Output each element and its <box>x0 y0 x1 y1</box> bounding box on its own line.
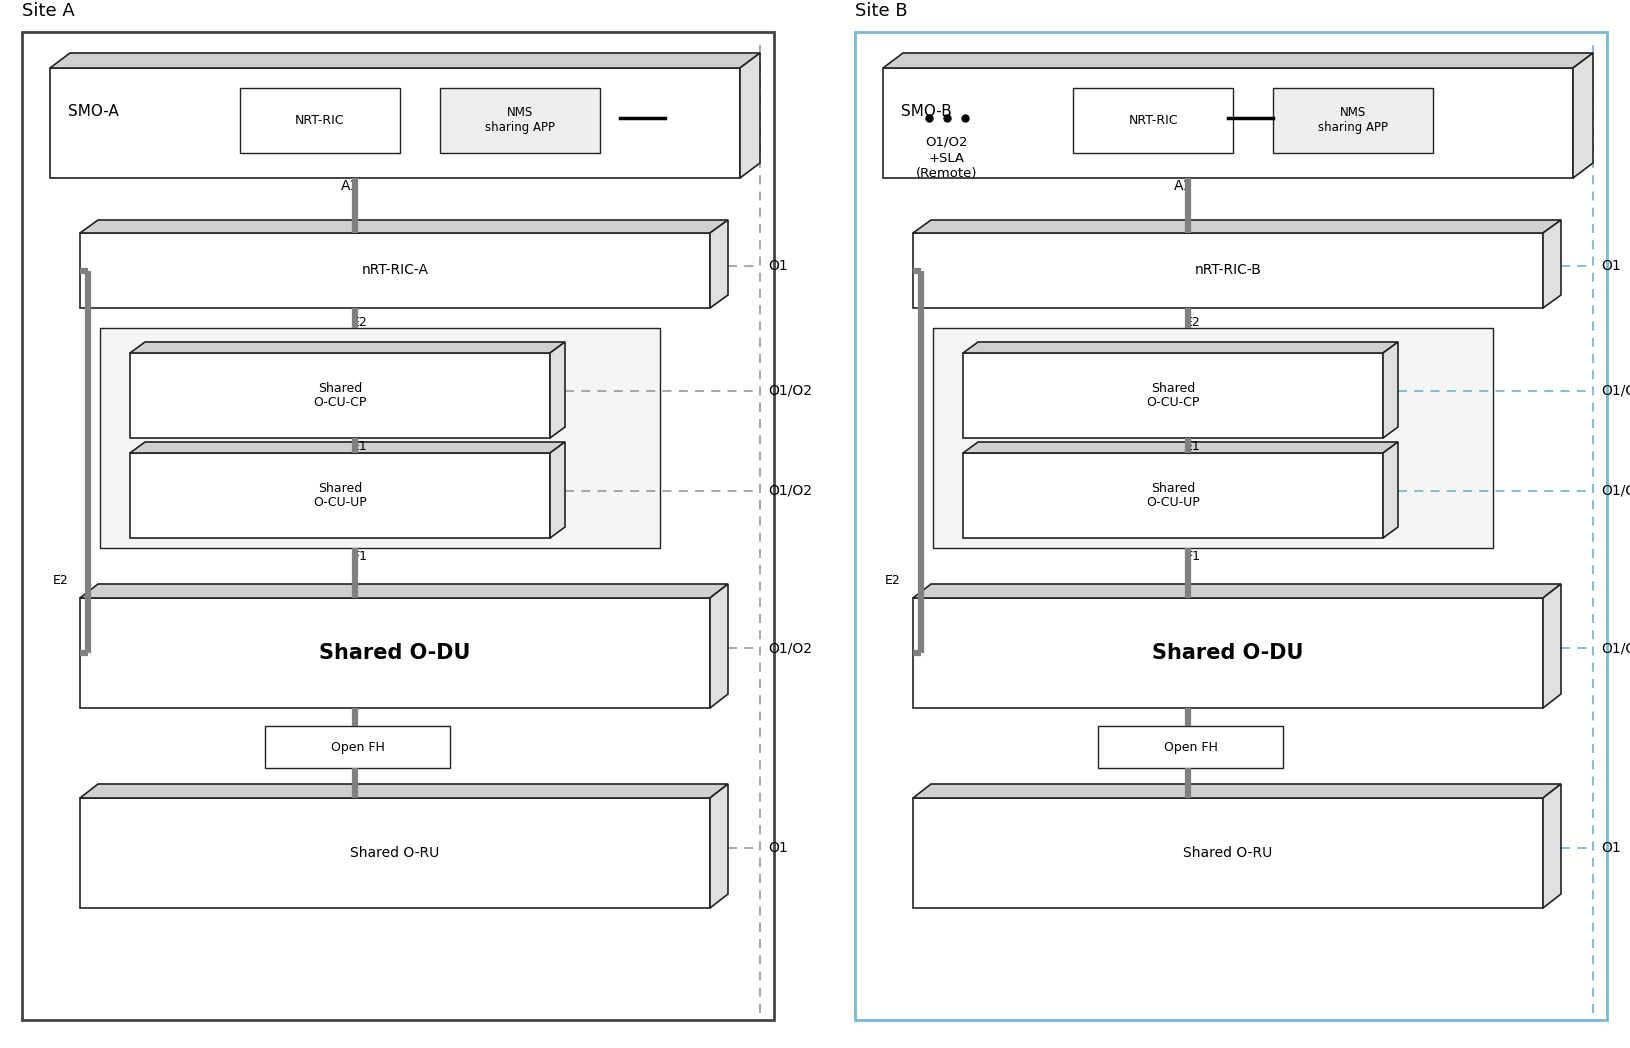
Text: F1: F1 <box>1185 549 1201 563</box>
Polygon shape <box>51 53 760 68</box>
Text: F1: F1 <box>352 549 367 563</box>
Text: SMO-A: SMO-A <box>68 105 119 119</box>
Polygon shape <box>740 53 760 178</box>
Text: Shared
O-CU-CP: Shared O-CU-CP <box>313 381 367 410</box>
Polygon shape <box>1544 584 1562 708</box>
Polygon shape <box>130 442 566 453</box>
Text: Shared O-DU: Shared O-DU <box>319 643 471 663</box>
Text: Shared
O-CU-CP: Shared O-CU-CP <box>1146 381 1200 410</box>
Polygon shape <box>80 584 729 598</box>
Bar <box>266 726 450 768</box>
Bar <box>130 453 549 538</box>
Polygon shape <box>913 784 1562 798</box>
Text: O1/O2: O1/O2 <box>768 384 812 397</box>
Bar <box>913 233 1544 308</box>
Text: NRT-RIC: NRT-RIC <box>1128 114 1178 127</box>
Text: E1: E1 <box>1185 439 1201 453</box>
Text: Site A: Site A <box>21 2 75 20</box>
Bar <box>856 32 1607 1020</box>
Text: NMS
sharing APP: NMS sharing APP <box>486 107 554 134</box>
Text: NMS
sharing APP: NMS sharing APP <box>1319 107 1389 134</box>
Polygon shape <box>549 342 566 438</box>
Text: Shared
O-CU-UP: Shared O-CU-UP <box>1146 481 1200 509</box>
Text: O1/O2: O1/O2 <box>768 483 812 498</box>
Polygon shape <box>1544 220 1562 308</box>
Text: O1: O1 <box>1601 840 1620 855</box>
Bar <box>913 798 1544 908</box>
Polygon shape <box>80 220 729 233</box>
Text: A1: A1 <box>341 179 359 193</box>
Bar <box>963 453 1382 538</box>
Bar <box>130 353 549 438</box>
Text: O1/O2: O1/O2 <box>768 641 812 655</box>
Polygon shape <box>711 784 729 908</box>
Text: E2: E2 <box>52 574 68 588</box>
Text: Shared O-DU: Shared O-DU <box>1152 643 1304 663</box>
Polygon shape <box>130 342 566 353</box>
Text: nRT-RIC-B: nRT-RIC-B <box>1195 263 1262 278</box>
Text: Open FH: Open FH <box>331 741 385 754</box>
Bar <box>80 598 711 708</box>
Bar <box>99 328 660 548</box>
Text: NRT-RIC: NRT-RIC <box>295 114 346 127</box>
Text: O1/O2: O1/O2 <box>1601 384 1630 397</box>
Polygon shape <box>711 220 729 308</box>
Polygon shape <box>711 584 729 708</box>
Polygon shape <box>963 342 1399 353</box>
Bar <box>1273 88 1433 153</box>
Text: nRT-RIC-A: nRT-RIC-A <box>362 263 429 278</box>
Polygon shape <box>883 53 1593 68</box>
Polygon shape <box>913 220 1562 233</box>
Bar <box>883 68 1573 178</box>
Bar <box>21 32 774 1020</box>
Polygon shape <box>1544 784 1562 908</box>
Text: O1/O2: O1/O2 <box>1601 483 1630 498</box>
Bar <box>932 328 1493 548</box>
Bar <box>963 353 1382 438</box>
Text: E2: E2 <box>352 315 368 328</box>
Text: Shared O-RU: Shared O-RU <box>1183 846 1273 860</box>
Polygon shape <box>549 442 566 538</box>
Polygon shape <box>1382 442 1399 538</box>
Bar <box>240 88 399 153</box>
Bar <box>1073 88 1232 153</box>
Text: Shared O-RU: Shared O-RU <box>350 846 440 860</box>
Text: Shared
O-CU-UP: Shared O-CU-UP <box>313 481 367 509</box>
Polygon shape <box>1573 53 1593 178</box>
Text: O1: O1 <box>768 259 787 272</box>
Text: SMO-B: SMO-B <box>901 105 952 119</box>
Bar <box>1099 726 1283 768</box>
Polygon shape <box>913 584 1562 598</box>
Bar <box>80 798 711 908</box>
Text: A1: A1 <box>1174 179 1192 193</box>
Bar <box>913 598 1544 708</box>
Polygon shape <box>1382 342 1399 438</box>
Polygon shape <box>80 784 729 798</box>
Text: O1/O2: O1/O2 <box>1601 641 1630 655</box>
Text: E1: E1 <box>352 439 368 453</box>
Text: Open FH: Open FH <box>1164 741 1218 754</box>
Polygon shape <box>963 442 1399 453</box>
Text: O1/O2
+SLA
(Remote): O1/O2 +SLA (Remote) <box>916 135 978 180</box>
Text: O1: O1 <box>1601 259 1620 272</box>
Bar <box>440 88 600 153</box>
Bar <box>51 68 740 178</box>
Text: O1: O1 <box>768 840 787 855</box>
Text: Site B: Site B <box>856 2 908 20</box>
Bar <box>80 233 711 308</box>
Text: E2: E2 <box>1185 315 1201 328</box>
Text: E2: E2 <box>885 574 901 588</box>
